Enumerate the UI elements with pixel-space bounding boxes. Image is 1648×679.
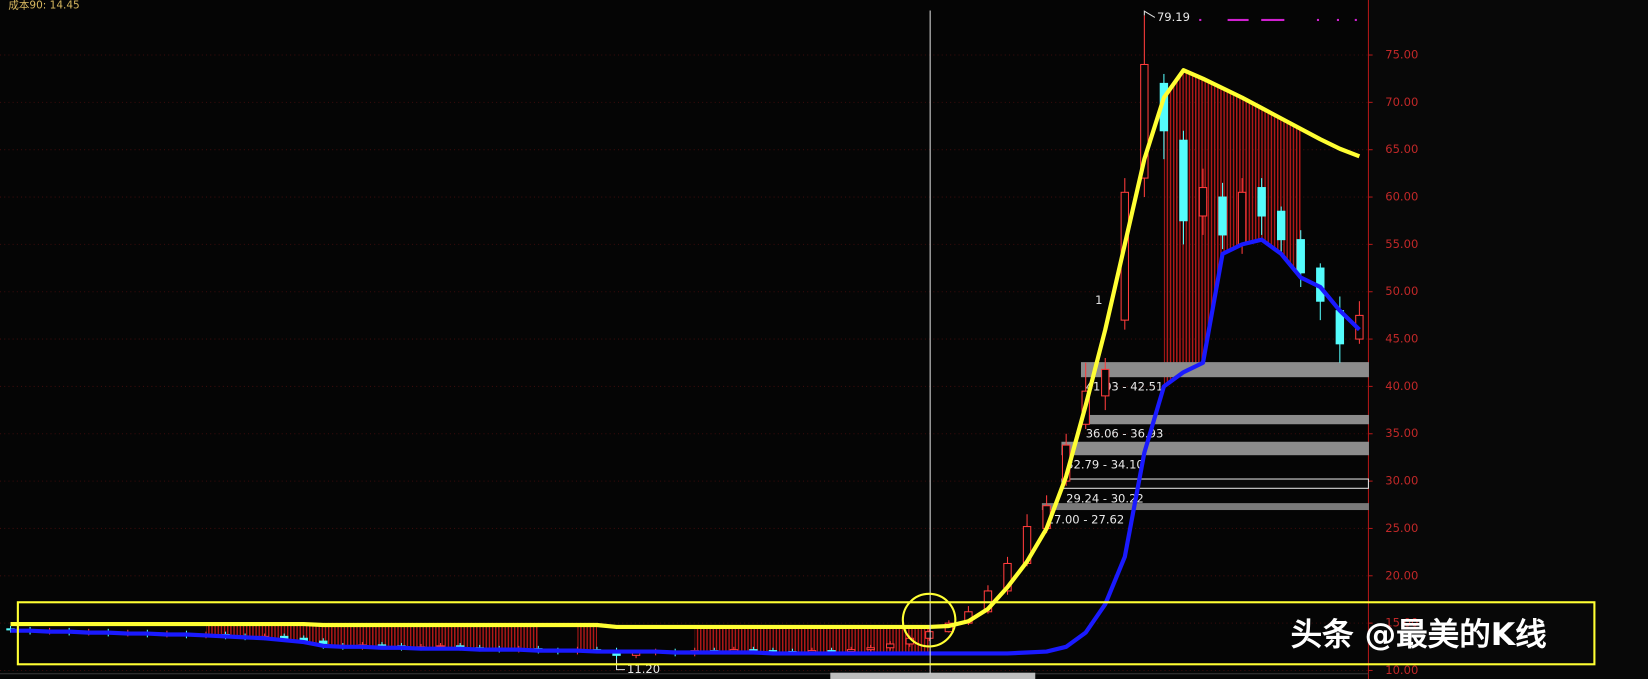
highlight-box: [16, 601, 1596, 666]
chip-hatch: [1163, 70, 1184, 387]
chip-hatch: [733, 626, 754, 653]
overlay: 头条 @最美的K线: [16, 10, 1596, 674]
chip-hatch: [284, 624, 304, 643]
chip-hatch: [753, 626, 773, 654]
y-tick-label: 35.00: [1385, 426, 1418, 440]
y-tick-label: 25.00: [1385, 521, 1418, 535]
chip-hatch: [1202, 78, 1223, 363]
chip-hatch: [714, 626, 734, 653]
highlight-circle: [901, 592, 957, 648]
price-zone-label: 41.03 - 42.51: [1086, 380, 1164, 394]
candle-body: [1276, 210, 1286, 241]
price-zone-label: 29.24 - 30.22: [1066, 491, 1144, 505]
chip-hatch: [479, 625, 500, 650]
y-tick-label: 20.00: [1385, 568, 1418, 582]
candle-body: [925, 631, 934, 639]
scrollbar: [830, 672, 1036, 679]
candle-body: [1003, 562, 1012, 592]
chip-hatch: [245, 624, 265, 639]
indicator-label: 成本90: 14.45: [8, 0, 79, 11]
candle-body: [1296, 239, 1305, 274]
y-tick-label: 55.00: [1385, 237, 1418, 251]
chip-hatch: [440, 625, 461, 649]
chip-hatch: [381, 625, 402, 648]
y-tick-label: 10.00: [1385, 663, 1418, 677]
y-tick-label: 30.00: [1385, 474, 1418, 488]
candle-body: [1140, 63, 1149, 179]
candle-body: [1218, 196, 1227, 236]
y-tick-label: 15.00: [1385, 616, 1418, 630]
y-tick-label: 60.00: [1385, 190, 1418, 204]
price-zone: [1080, 362, 1369, 378]
price-zone: [1080, 414, 1369, 425]
chip-hatch: [362, 625, 382, 648]
candle-body: [866, 647, 875, 651]
chip-hatch: [421, 625, 441, 649]
y-tick-label: 40.00: [1385, 379, 1418, 393]
right-panel: [1369, 0, 1648, 679]
chip-hatch: [518, 625, 539, 651]
chip-hatch: [1242, 97, 1262, 245]
chip-hatch: [812, 626, 832, 654]
y-tick-label: 75.00: [1385, 48, 1418, 62]
watermark: 头条 @最美的K线: [1291, 617, 1547, 653]
price-zone: [1041, 503, 1369, 511]
chip-hatch: [890, 626, 910, 654]
y-tick-label: 50.00: [1385, 284, 1418, 298]
chip-hatch: [499, 625, 519, 650]
chip-hatch: [577, 625, 597, 652]
candle-body: [1257, 187, 1266, 217]
y-tick-label: 65.00: [1385, 142, 1418, 156]
chip-hatch: [342, 625, 363, 647]
chip-hatch: [792, 626, 813, 654]
y-tick-label: 70.00: [1385, 95, 1418, 109]
min-label: 11.20: [627, 662, 660, 676]
chip-hatch: [264, 624, 285, 641]
chip-hatch: [401, 625, 422, 649]
chip-hatch: [303, 624, 324, 646]
chip-hatch: [694, 626, 715, 653]
candle-body: [1179, 139, 1188, 222]
top-markers: [1199, 18, 1357, 22]
price-zone-label: 32.79 - 34.10: [1066, 458, 1144, 472]
marker-text: 1: [1095, 293, 1102, 307]
chip-hatch: [1281, 118, 1301, 278]
chip-hatch: [323, 625, 343, 647]
chip-hatch: [772, 626, 793, 654]
candle-body: [886, 643, 895, 649]
price-zone-label: 27.00 - 27.62: [1047, 513, 1125, 527]
price-zone: [1061, 441, 1369, 456]
chip-hatch: [1183, 70, 1203, 373]
chip-hatch: [225, 624, 246, 638]
max-label: 79.19: [1157, 10, 1190, 24]
chip-hatch: [206, 624, 226, 637]
chip-hatch: [1222, 88, 1243, 254]
y-tick-label: 45.00: [1385, 332, 1418, 346]
candle-body: [846, 649, 856, 653]
candle-body: [1237, 191, 1247, 245]
candle-body: [1101, 368, 1110, 397]
chip-hatch: [870, 626, 891, 654]
cost-line: [10, 237, 1361, 656]
chip-hatch: [831, 626, 852, 654]
min-arrow: [616, 659, 625, 671]
price-zone-label: 36.06 - 36.93: [1086, 427, 1164, 441]
price-zone: [1061, 478, 1369, 489]
cost-line: [10, 68, 1361, 630]
candle-body: [1198, 187, 1208, 217]
chip-hatch: [460, 625, 480, 650]
max-flag: [1143, 10, 1156, 18]
chip-hatch: [851, 626, 871, 654]
chip-hatch: [1261, 108, 1282, 254]
